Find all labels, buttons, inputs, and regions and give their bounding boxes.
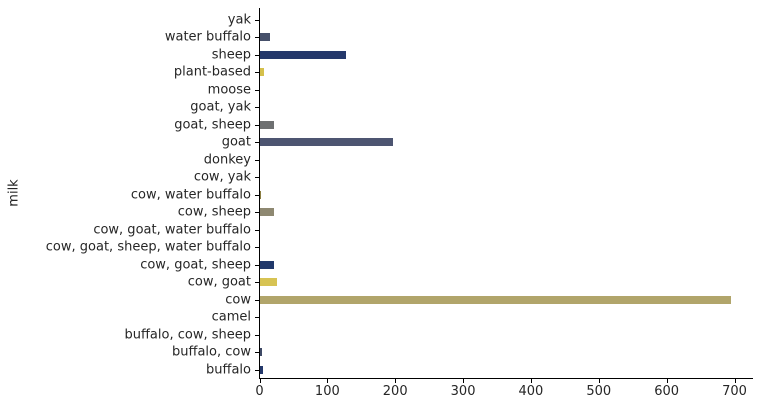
x-tick-label-100: 100 (314, 384, 340, 399)
y-tick-cow-goat (255, 282, 259, 283)
y-tick-yak (255, 19, 259, 21)
y-tick-camel (255, 317, 259, 318)
bar-cow-sheep (260, 208, 274, 216)
category-label-buffalo-cow: buffalo, cow (172, 344, 251, 360)
bar-buffalo-cow (260, 348, 263, 356)
y-tick-goat-yak (255, 107, 259, 108)
category-label-cow-yak: cow, yak (193, 169, 251, 185)
category-label-sheep: sheep (211, 47, 251, 62)
y-tick-cow-goat-water-buffalo (255, 229, 259, 231)
y-tick-sheep (255, 54, 259, 56)
x-tick-label-300: 300 (450, 384, 476, 399)
x-tick-label-700: 700 (722, 384, 747, 399)
bar-cow-goat (260, 278, 277, 286)
x-axis-spine (259, 378, 753, 379)
x-tick-700 (734, 379, 736, 383)
category-label-water-buffalo: water buffalo (164, 29, 251, 45)
category-label-cow-water-buffalo: cow, water buffalo (130, 187, 251, 202)
bar-goat (260, 138, 393, 146)
category-label-plant-based: plant-based (173, 64, 251, 80)
category-label-buffalo: buffalo (206, 362, 251, 377)
bar-buffalo (260, 365, 263, 374)
y-tick-goat-sheep (255, 124, 259, 126)
y-axis-spine (259, 8, 260, 379)
category-label-cow-goat-sheep-water-buffalo: cow, goat, sheep, water buffalo (45, 239, 251, 255)
bar-sheep (260, 50, 347, 59)
y-tick-plant-based (255, 72, 259, 73)
y-tick-buffalo-cow-sheep (255, 334, 259, 336)
category-label-cow-goat: cow, goat (187, 274, 251, 290)
bar-cow-goat-sheep (260, 260, 274, 269)
y-tick-cow-water-buffalo (255, 194, 259, 196)
y-tick-donkey (255, 159, 259, 161)
category-label-yak: yak (227, 12, 251, 27)
x-tick-label-0: 0 (255, 384, 264, 399)
category-label-donkey: donkey (203, 152, 251, 167)
category-label-cow: cow (225, 292, 251, 307)
y-tick-goat (255, 142, 259, 143)
x-tick-100 (327, 379, 329, 383)
y-tick-cow-goat-sheep-water-buffalo (255, 247, 259, 248)
y-tick-cow-goat-sheep (255, 264, 259, 266)
bar-cow (260, 295, 731, 304)
category-label-buffalo-cow-sheep: buffalo, cow, sheep (124, 327, 251, 342)
category-label-camel: camel (211, 309, 251, 325)
category-label-moose: moose (207, 82, 251, 97)
x-tick-200 (395, 379, 397, 383)
category-label-cow-goat-sheep: cow, goat, sheep (140, 257, 251, 272)
x-tick-label-200: 200 (382, 384, 408, 399)
bar-cow-water-buffalo (260, 190, 262, 199)
x-tick-400 (530, 379, 532, 383)
x-tick-600 (666, 379, 668, 383)
x-tick-500 (598, 379, 600, 383)
category-label-goat: goat (221, 134, 251, 150)
bar-water-buffalo (260, 33, 271, 41)
y-tick-cow-sheep (255, 212, 259, 213)
y-tick-buffalo-cow (255, 352, 259, 353)
x-tick-label-600: 600 (654, 384, 680, 399)
y-tick-moose (255, 89, 259, 91)
category-label-cow-goat-water-buffalo: cow, goat, water buffalo (93, 222, 251, 237)
x-tick-300 (463, 379, 465, 383)
y-tick-buffalo (255, 369, 259, 371)
bar-plant-based (260, 68, 265, 76)
y-tick-water-buffalo (255, 37, 259, 38)
bar-goat-sheep (260, 120, 275, 129)
x-tick-0 (259, 379, 261, 383)
category-label-goat-sheep: goat, sheep (174, 117, 251, 132)
category-label-goat-yak: goat, yak (190, 99, 251, 115)
x-tick-label-500: 500 (586, 384, 612, 399)
category-label-cow-sheep: cow, sheep (177, 204, 251, 220)
y-tick-cow-yak (255, 177, 259, 178)
y-tick-cow (255, 299, 259, 301)
x-tick-label-400: 400 (518, 384, 544, 399)
